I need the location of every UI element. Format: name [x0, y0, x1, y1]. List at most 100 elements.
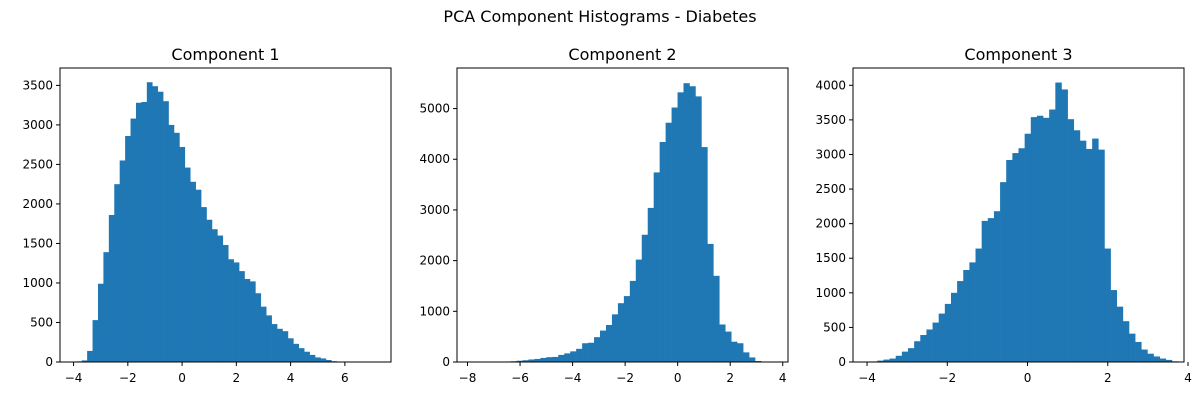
histogram-bar — [190, 181, 196, 362]
histogram-bar — [725, 331, 732, 362]
histogram-bar — [713, 275, 720, 362]
y-axis: 0 1000 2000 3000 4000 5000 — [419, 102, 457, 369]
histogram-bar — [233, 262, 240, 362]
histogram-bars — [865, 82, 1179, 363]
histogram-bar — [309, 354, 316, 362]
histogram-bar — [877, 360, 884, 362]
histogram-bar — [244, 279, 251, 362]
histogram-bar — [130, 118, 137, 362]
histogram-bar — [119, 160, 126, 362]
histogram-bar — [1049, 109, 1056, 362]
histogram-bar — [969, 262, 976, 362]
histogram-bar — [1141, 349, 1148, 362]
x-tick-label: 0 — [178, 371, 186, 385]
y-tick-label: 0 — [442, 355, 450, 369]
histogram-bar — [671, 107, 678, 362]
x-tick-label: −8 — [459, 371, 477, 385]
histogram-bar — [260, 306, 267, 362]
histogram-bar — [975, 248, 982, 362]
subplot-component-1: 0 500 1000 1500 2000 2500 3000 3500 −4 −2 0 2 4 6 Co… — [22, 45, 392, 385]
histogram-bar — [92, 320, 99, 362]
x-tick-label: −4 — [65, 371, 83, 385]
histogram-bar — [1153, 356, 1160, 362]
histogram-bar — [179, 147, 186, 362]
histogram-bar — [1165, 359, 1173, 362]
subplot-component-3: 0 500 1000 1500 2000 2500 3000 3500 4000 −4 −2 0 2 4… — [815, 45, 1191, 385]
histogram-bar — [1036, 115, 1044, 362]
histogram-bar — [1122, 321, 1130, 362]
histogram-bar — [1000, 182, 1007, 362]
histogram-bar — [546, 357, 553, 362]
histogram-bar — [293, 343, 300, 362]
histogram-bar — [950, 292, 958, 362]
y-tick-label: 0 — [838, 355, 846, 369]
histogram-bar — [1061, 89, 1068, 362]
histogram-bar — [282, 331, 289, 362]
histogram-bar — [689, 86, 696, 362]
histogram-bar — [895, 355, 903, 362]
y-tick-label: 4000 — [815, 78, 846, 92]
x-axis: −4 −2 0 2 4 6 — [65, 362, 349, 385]
x-tick-label: 4 — [1184, 371, 1192, 385]
x-tick-label: 4 — [779, 371, 787, 385]
histogram-bar — [114, 184, 120, 362]
histogram-bar — [152, 86, 158, 363]
histogram-bar — [665, 122, 672, 363]
histogram-bar — [570, 351, 577, 362]
histogram-bar — [141, 101, 148, 362]
x-tick-label: 0 — [674, 371, 682, 385]
histogram-bar — [707, 243, 714, 362]
histogram-bar — [228, 259, 234, 362]
histogram-bar — [938, 313, 946, 362]
histogram-bar — [135, 102, 142, 363]
histogram-bar — [1006, 160, 1013, 362]
subplot-component-2: 0 1000 2000 3000 4000 5000 −8 −6 −4 −2 0 2 4 Compon… — [419, 45, 789, 385]
figure-title: PCA Component Histograms - Diabetes — [443, 7, 756, 26]
y-tick-label: 500 — [823, 320, 846, 334]
histogram-bar — [534, 358, 541, 362]
histogram-bar — [320, 358, 327, 362]
y-tick-label: 500 — [30, 315, 53, 329]
histogram-bar — [255, 293, 262, 362]
histogram-bar — [558, 354, 565, 362]
histogram-bar — [87, 350, 93, 362]
histogram-bar — [1098, 149, 1105, 362]
y-tick-label: 2000 — [815, 217, 846, 231]
histogram-bar — [211, 229, 218, 362]
histogram-bar — [184, 167, 191, 362]
subplot-title: Component 2 — [568, 45, 676, 64]
y-tick-label: 2000 — [419, 254, 450, 268]
histogram-bar — [1086, 148, 1093, 362]
histogram-bar — [914, 341, 921, 362]
histogram-bar — [277, 328, 283, 362]
y-tick-label: 5000 — [419, 102, 450, 116]
histogram-bar — [889, 358, 897, 362]
y-tick-label: 4000 — [419, 152, 450, 166]
histogram-bar — [522, 360, 529, 362]
histogram-bar — [755, 360, 762, 362]
histogram-bar — [528, 359, 535, 362]
histogram-bar — [325, 360, 332, 362]
histogram-bar — [701, 147, 708, 362]
y-tick-label: 3500 — [815, 113, 846, 127]
histogram-bar — [564, 353, 571, 362]
histogram-bar — [516, 360, 523, 362]
histogram-bar — [146, 82, 153, 362]
histogram-bar — [1030, 117, 1038, 363]
histogram-bar — [249, 281, 256, 362]
y-tick-label: 2500 — [815, 182, 846, 196]
x-axis: −8 −6 −4 −2 0 2 4 — [459, 362, 787, 385]
histogram-bar — [298, 348, 305, 362]
histogram-bar — [1043, 117, 1050, 362]
y-axis: 0 500 1000 1500 2000 2500 3000 3500 4000 — [815, 78, 853, 369]
histogram-bar — [1159, 358, 1167, 362]
histogram-bar — [920, 335, 927, 362]
histogram-bar — [647, 207, 654, 362]
histogram-bar — [315, 357, 321, 362]
y-tick-label: 1000 — [419, 304, 450, 318]
histogram-bar — [125, 135, 131, 362]
y-tick-label: 0 — [45, 355, 53, 369]
histogram-bar — [103, 252, 110, 362]
axes-frame — [59, 67, 392, 363]
histogram-bar — [695, 96, 702, 362]
